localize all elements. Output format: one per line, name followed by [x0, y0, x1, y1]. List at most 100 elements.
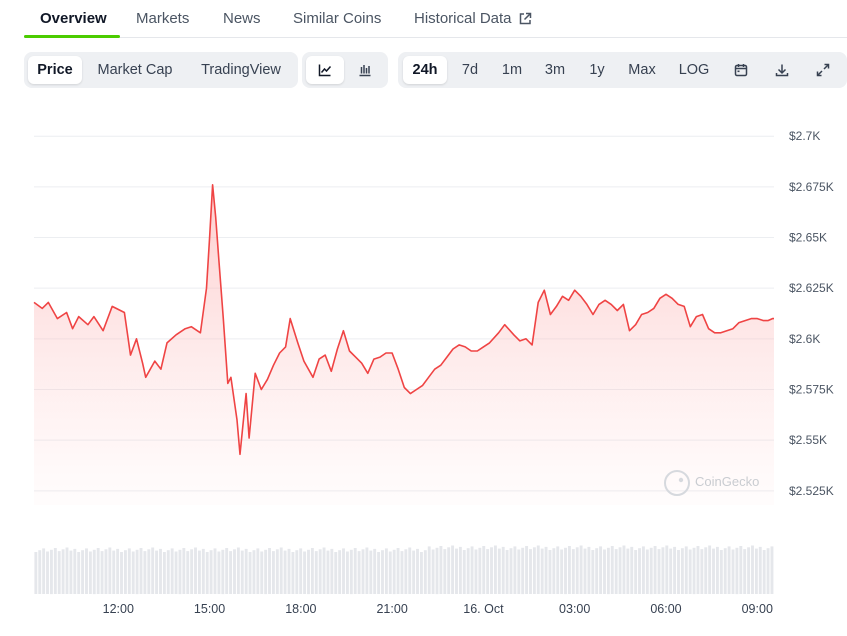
volume-bar	[342, 548, 345, 594]
download-icon	[775, 64, 789, 77]
download-button[interactable]	[764, 56, 800, 84]
volume-bar	[731, 549, 735, 594]
y-axis-labels: $2.7K $2.675K $2.65K $2.625K $2.6K $2.575K $2.…	[789, 129, 834, 498]
volume-bar	[260, 551, 264, 594]
volume-bar	[657, 549, 661, 594]
line-chart-button[interactable]	[306, 56, 344, 84]
external-link-icon	[519, 12, 531, 24]
x-tick-label: 16. Oct	[463, 602, 504, 616]
volume-bar	[159, 548, 162, 594]
tab-markets-label: Markets	[136, 10, 190, 27]
volume-bar	[404, 549, 408, 594]
volume-bar	[166, 550, 170, 594]
volume-bar	[65, 547, 69, 594]
volume-bar	[244, 548, 248, 594]
volume-bar	[595, 548, 599, 594]
volume-bar	[661, 547, 665, 594]
candlestick-chart-button[interactable]	[346, 56, 384, 84]
volume-bar	[575, 547, 579, 594]
volume-bar	[377, 552, 381, 594]
volume-bar	[564, 547, 567, 595]
volume-bar	[248, 552, 252, 594]
volume-bar	[517, 549, 521, 594]
volume-bar	[439, 546, 443, 594]
x-axis-labels: 12:00 15:00 18:00 21:00 16. Oct 03:00 06:00 09:…	[103, 602, 773, 616]
volume-bar	[88, 551, 92, 594]
fullscreen-icon	[816, 63, 830, 77]
range-1m-button[interactable]: 1m	[501, 62, 523, 78]
volume-bar	[669, 548, 673, 594]
volume-bar	[287, 548, 291, 594]
volume-bar	[112, 550, 116, 594]
volume-bar	[384, 548, 388, 594]
volume-bar	[174, 551, 178, 594]
volume-bar	[408, 547, 412, 594]
volume-bar	[400, 551, 404, 594]
volume-bar	[345, 551, 349, 594]
volume-bar	[435, 547, 439, 595]
volume-bar	[451, 545, 455, 594]
volume-bar	[603, 549, 606, 594]
volume-bar	[474, 549, 478, 594]
range-group: 24h 7d 1m 3m 1y Max LOG	[398, 52, 847, 88]
calendar-button[interactable]	[723, 56, 759, 84]
volume-bar	[194, 547, 197, 594]
volume-bar	[747, 547, 751, 594]
volume-bar	[482, 546, 486, 594]
volume-bar	[770, 546, 774, 594]
tab-markets[interactable]: Markets	[136, 10, 189, 27]
range-1y-button[interactable]: 1y	[589, 62, 605, 78]
volume-bar	[279, 547, 283, 594]
volume-bar	[677, 550, 680, 594]
volume-bar	[104, 549, 108, 594]
volume-bar	[478, 547, 482, 595]
tab-historical-data[interactable]: Historical Data	[414, 10, 532, 27]
tab-overview[interactable]: Overview	[40, 10, 107, 27]
volume-bar	[361, 549, 365, 594]
volume-bar	[455, 548, 458, 594]
range-24h-button[interactable]: 24h	[403, 56, 447, 84]
log-scale-button[interactable]: LOG	[678, 62, 710, 78]
volume-bar	[739, 546, 743, 594]
volume-bar	[599, 546, 603, 594]
volume-bar	[458, 546, 462, 594]
volume-bar	[743, 549, 747, 594]
volume-bar	[338, 550, 342, 594]
volume-bar	[209, 550, 213, 594]
tab-similar-coins[interactable]: Similar Coins	[293, 10, 381, 27]
volume-bar	[34, 552, 38, 594]
volume-bar	[715, 546, 719, 594]
volume-bar	[365, 547, 369, 594]
tab-news-label: News	[223, 10, 261, 27]
range-7d-button[interactable]: 7d	[461, 62, 479, 78]
market-cap-button[interactable]: Market Cap	[97, 62, 173, 78]
volume-bar	[236, 547, 240, 594]
volume-bar	[638, 548, 641, 594]
volume-bar	[665, 545, 669, 594]
y-tick-label: $2.575K	[789, 383, 834, 397]
volume-bar	[591, 550, 595, 594]
volume-bar	[587, 546, 591, 594]
fullscreen-button[interactable]	[805, 56, 841, 84]
range-max-button[interactable]: Max	[628, 62, 656, 78]
volume-bar	[634, 550, 638, 594]
volume-bar	[649, 547, 653, 595]
tab-news[interactable]: News	[223, 10, 261, 27]
tab-historical-data-label: Historical Data	[414, 10, 512, 27]
volume-bar	[69, 550, 73, 594]
volume-bar	[653, 546, 657, 594]
volume-bar	[751, 545, 754, 594]
tradingview-button[interactable]: TradingView	[201, 62, 281, 78]
volume-bar	[178, 549, 182, 595]
volume-bar	[147, 549, 151, 594]
volume-bar	[322, 547, 326, 594]
volume-bar	[264, 549, 268, 595]
volume-bar	[419, 552, 423, 594]
coingecko-logo-eye	[678, 477, 684, 483]
calendar-icon	[734, 64, 748, 77]
volume-bar	[197, 550, 201, 594]
range-3m-button[interactable]: 3m	[544, 62, 566, 78]
volume-bar	[723, 548, 727, 594]
price-button[interactable]: Price	[28, 56, 82, 84]
price-chart[interactable]: $2.7K $2.675K $2.65K $2.625K $2.6K $2.575K $2.…	[0, 95, 847, 636]
